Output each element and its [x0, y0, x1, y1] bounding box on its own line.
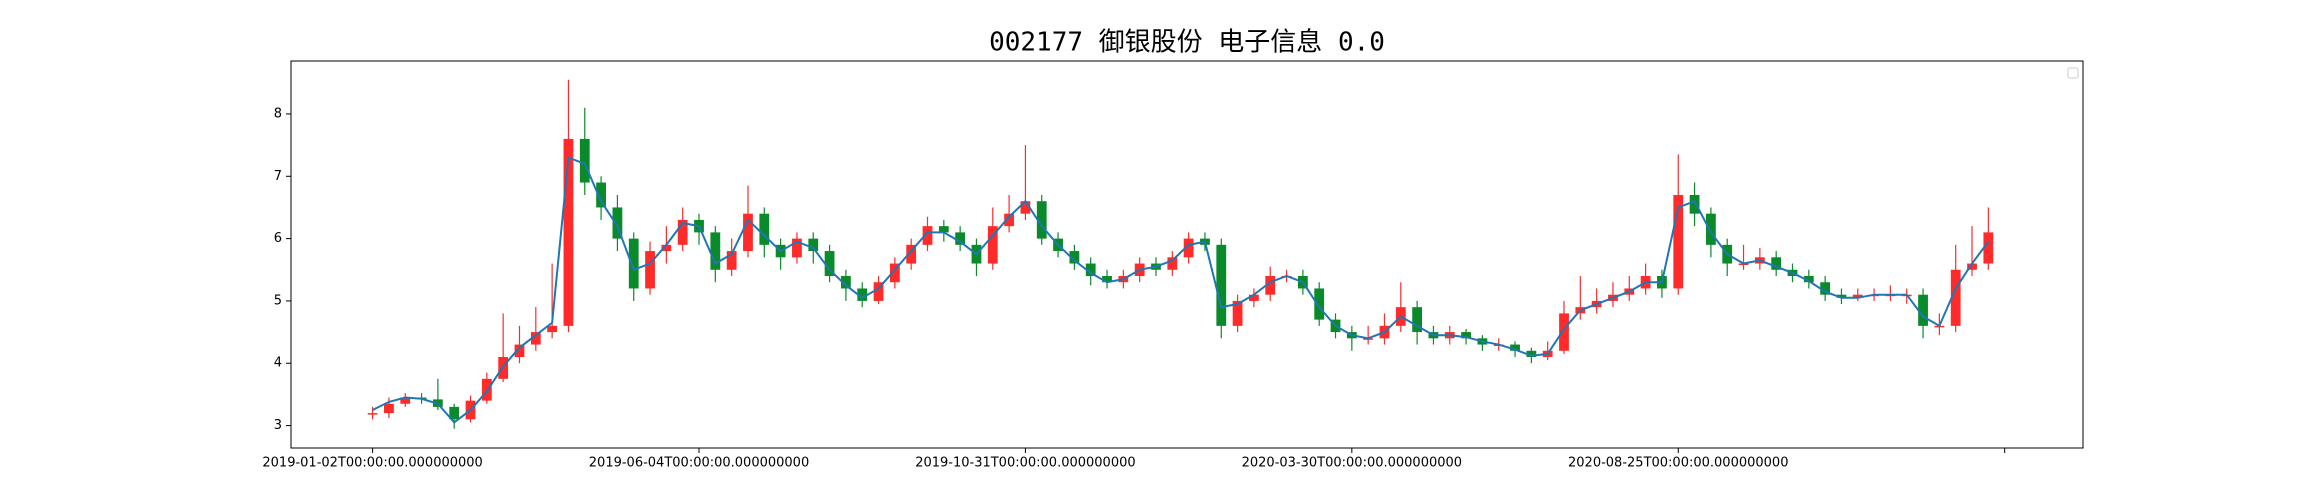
candle-body: [645, 251, 655, 289]
y-tick-label: 7: [274, 169, 282, 184]
candle-body: [987, 226, 998, 264]
candle-body: [1852, 294, 1863, 298]
candle-body: [710, 232, 721, 270]
candle-body: [808, 238, 819, 252]
candle-body: [628, 238, 639, 289]
candle-body: [677, 219, 688, 245]
candle-body: [1085, 263, 1096, 276]
candle-body: [1689, 194, 1700, 214]
candle-body: [612, 207, 623, 239]
candle-body: [955, 232, 966, 245]
moving-average-line: [372, 156, 1990, 424]
candle-body: [1803, 276, 1814, 283]
candle-body: [1020, 201, 1031, 214]
legend: [2067, 67, 2079, 79]
candle-body: [824, 251, 835, 276]
candle-body: [1559, 313, 1569, 351]
y-tick-label: 5: [274, 293, 282, 308]
candle-body: [938, 226, 949, 233]
y-tick-label: 6: [274, 231, 282, 246]
candle-body: [1004, 213, 1015, 227]
candle-body: [1167, 257, 1178, 270]
candle-body: [873, 282, 884, 301]
candle-body: [1526, 350, 1537, 358]
candle-body: [1265, 276, 1276, 295]
candle-body: [906, 244, 917, 264]
candle-body: [1412, 307, 1423, 333]
candle-body: [1983, 232, 1994, 264]
candle-body: [1069, 251, 1080, 264]
candle-body: [759, 213, 770, 245]
candle-body: [1036, 201, 1047, 239]
candle-body: [889, 263, 900, 283]
candle-body: [1836, 294, 1847, 298]
candle-body: [367, 413, 378, 415]
chart-title: 002177 御银股份 电子信息 0.0: [989, 28, 1385, 58]
candle-body: [1510, 344, 1520, 351]
candle-body: [726, 251, 737, 270]
x-tick-label: 2019-06-04T00:00:00.000000000: [589, 456, 809, 471]
candle-body: [922, 226, 933, 245]
candle-body: [1820, 282, 1831, 295]
y-tick-label: 3: [274, 418, 282, 433]
candle-body: [1183, 238, 1194, 258]
candle-body: [1705, 213, 1716, 245]
candle-body: [1102, 276, 1112, 283]
x-tick-label: 2020-08-25T00:00:00.000000000: [1568, 456, 1788, 471]
candle-body: [1918, 294, 1928, 326]
candle-body: [579, 138, 590, 183]
candle-body: [792, 238, 802, 258]
candle-body: [1673, 194, 1684, 289]
candle-body: [1771, 257, 1782, 270]
x-tick-label: 2019-10-31T00:00:00.000000000: [915, 456, 1135, 471]
candle-body: [530, 332, 541, 345]
candle-body: [400, 397, 411, 404]
candle-body: [1967, 263, 1977, 270]
candle-body: [1249, 294, 1259, 301]
candle-body: [1232, 300, 1243, 326]
candle-body: [857, 288, 868, 301]
candle-body: [1461, 332, 1471, 339]
candle-body: [743, 213, 753, 252]
candle-body: [384, 403, 394, 414]
candle-body: [547, 325, 558, 333]
x-tick-label: 2020-03-30T00:00:00.000000000: [1242, 456, 1462, 471]
candle-body: [841, 276, 851, 289]
candle-body: [596, 182, 606, 208]
plot-frame: [290, 60, 2084, 449]
y-tick-label: 8: [274, 106, 282, 121]
candle-body: [563, 138, 574, 326]
candle-body: [1950, 269, 1961, 326]
candle-body: [449, 406, 460, 420]
candle-body: [514, 344, 525, 358]
candle-body: [1216, 244, 1227, 326]
candle-body: [661, 244, 672, 252]
y-tick-label: 4: [274, 356, 282, 371]
candle-body: [1314, 288, 1325, 320]
x-tick-label: 2019-01-02T00:00:00.000000000: [262, 456, 482, 471]
